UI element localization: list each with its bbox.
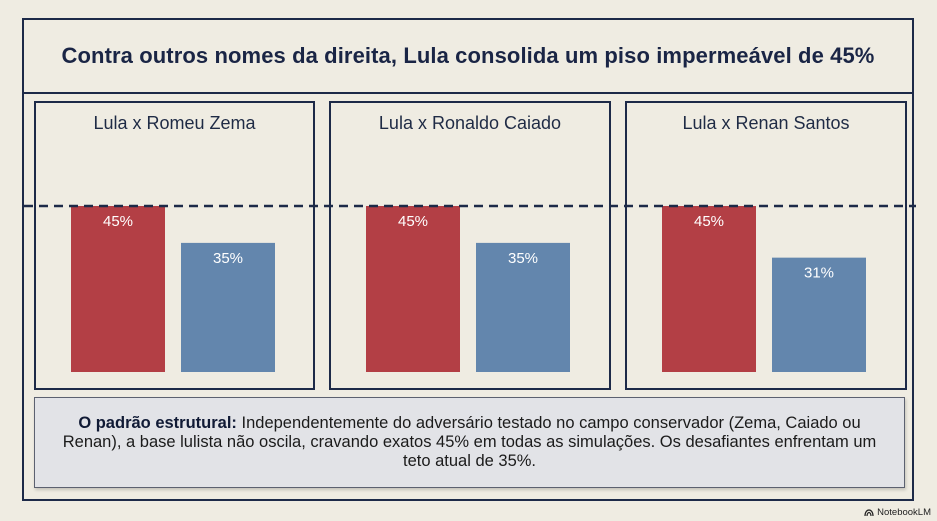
notebooklm-logo: NotebookLM — [864, 507, 931, 518]
notebooklm-icon — [864, 508, 874, 516]
bar-lula — [366, 206, 460, 372]
chart-panel-renan: Lula x Renan Santos — [625, 101, 907, 390]
chart-panel-zema: Lula x Romeu Zema — [34, 101, 315, 390]
bar-lula — [662, 206, 756, 372]
bar-charts: 45% 35% 45% 35% 45% 31% — [24, 204, 916, 372]
bar-value-label: 45% — [103, 213, 133, 230]
bar-renan-santos — [772, 257, 866, 372]
bar-value-label: 45% — [694, 213, 724, 230]
bar-value-label: 35% — [213, 250, 243, 267]
bar-ronaldo-caiado — [476, 242, 570, 372]
bar-value-label: 31% — [804, 265, 834, 282]
chart-title: Lula x Renan Santos — [682, 113, 850, 133]
bar-lula — [71, 206, 165, 372]
note-text: Independentemente do adversário testado … — [62, 414, 877, 470]
title-band: Contra outros nomes da direita, Lula con… — [24, 20, 912, 94]
bar-value-label: 45% — [398, 213, 428, 230]
chart-title: Lula x Romeu Zema — [93, 113, 256, 133]
note-heading: O padrão estrutural: — [78, 414, 237, 432]
chart-panel-caiado: Lula x Ronaldo Caiado — [329, 101, 611, 390]
structural-pattern-note: O padrão estrutural: Independentemente d… — [34, 397, 905, 488]
bar-value-label: 35% — [508, 250, 538, 267]
bar-romeu-zema — [181, 242, 275, 372]
chart-title: Lula x Ronaldo Caiado — [378, 113, 562, 133]
infographic-frame: Contra outros nomes da direita, Lula con… — [22, 18, 916, 501]
page-title: Contra outros nomes da direita, Lula con… — [61, 43, 875, 68]
logo-text: NotebookLM — [877, 507, 931, 518]
